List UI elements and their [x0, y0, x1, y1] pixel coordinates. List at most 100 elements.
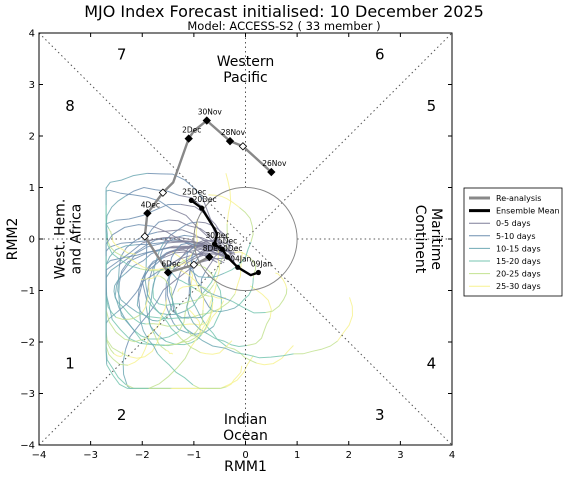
region-label: Indian Ocean — [223, 412, 268, 444]
ensemble-mean-date-label: 15Dec — [213, 236, 237, 245]
member-line — [105, 264, 120, 297]
reanalysis-date-label: 4Dec — [141, 200, 160, 209]
x-tick-label: −4 — [32, 450, 47, 461]
reanalysis-marker — [238, 142, 248, 151]
reanalysis-date-label: 2Dec — [182, 126, 201, 135]
region-label-line: Pacific — [223, 70, 268, 86]
member-line — [136, 297, 158, 322]
phase-label: 6 — [375, 46, 385, 64]
member-line — [166, 349, 174, 355]
chart-axes: −4 −3 −2 −1 0 1 2 3 4 −4 −3 −2 −1 0 1 2 3 4 RMM1 RMM2 — [5, 29, 455, 476]
member-line — [138, 257, 161, 309]
phase-label: 2 — [117, 406, 127, 424]
member-line — [148, 236, 218, 255]
member-line — [133, 329, 180, 340]
member-line — [110, 247, 171, 261]
member-line — [201, 295, 214, 318]
member-line — [105, 295, 108, 365]
member-line — [131, 259, 168, 271]
region-label-line: Western — [217, 54, 274, 70]
member-line — [189, 252, 201, 288]
x-tick-label: 2 — [346, 450, 352, 461]
chart-title: MJO Index Forecast initialised: 10 Decem… — [84, 2, 484, 21]
member-line — [234, 251, 251, 258]
member-line — [189, 293, 236, 319]
region-label-line: Indian — [224, 412, 267, 428]
member-line — [115, 312, 143, 320]
ensemble-mean-marker — [224, 254, 231, 260]
reanalysis-marker — [163, 268, 173, 277]
member-line — [128, 332, 162, 359]
member-line — [176, 333, 201, 353]
region-label-line: West. Hem. — [52, 199, 68, 280]
member-line — [275, 272, 288, 289]
member-line — [239, 277, 254, 305]
legend-label: 20-25 days — [496, 270, 541, 279]
ensemble-mean-date-label: 30Dec — [205, 231, 229, 240]
ensemble-member-lines — [105, 172, 354, 389]
phase-label: 7 — [117, 46, 127, 64]
reanalysis-date-label: 30Nov — [198, 108, 223, 117]
reanalysis-marker — [225, 136, 235, 146]
member-line — [192, 271, 225, 279]
member-line — [256, 345, 294, 366]
member-line — [125, 384, 171, 389]
phase-label: 4 — [427, 355, 437, 373]
ensemble-mean-marker — [219, 246, 225, 252]
x-tick-label: −1 — [187, 450, 202, 461]
chart-marks: 26Nov 28Nov 30Nov 2Dec 4Dec 6Dec 8Dec 25Dec20De… — [140, 108, 287, 277]
legend-label: 10-15 days — [496, 244, 541, 253]
member-line — [113, 351, 124, 358]
region-label: MaritimeContinent — [412, 205, 444, 274]
x-axis-label: RMM1 — [224, 459, 267, 475]
reanalysis-marker — [184, 134, 193, 143]
member-line — [105, 219, 116, 256]
member-line — [176, 278, 196, 290]
member-line — [106, 364, 149, 389]
phase-label: 8 — [65, 97, 75, 115]
ensemble-mean-marker — [199, 205, 205, 211]
member-line — [106, 239, 132, 261]
member-line — [188, 309, 201, 332]
member-line — [163, 221, 199, 243]
member-line — [117, 267, 138, 313]
ensemble-mean-date-label: 25Dec — [182, 187, 206, 196]
member-line — [250, 285, 272, 318]
reanalysis-marker — [140, 232, 149, 241]
member-line — [144, 257, 152, 302]
reanalysis-marker — [267, 167, 276, 177]
member-line — [166, 265, 176, 311]
ensemble-mean-marker — [211, 241, 218, 247]
member-line — [105, 309, 146, 343]
member-line — [337, 297, 354, 342]
member-line — [105, 205, 110, 230]
member-line — [205, 300, 225, 329]
member-line — [179, 253, 230, 273]
member-line — [196, 284, 212, 296]
member-line — [192, 384, 227, 389]
member-line — [190, 248, 198, 282]
member-line — [196, 280, 233, 302]
member-line — [180, 203, 232, 249]
reanalysis-date-label: 8Dec — [203, 244, 222, 253]
reanalysis-marker — [189, 260, 199, 269]
member-line — [118, 237, 169, 266]
diagonal-line — [38, 32, 453, 446]
legend-label: Re-analysis — [496, 194, 541, 203]
ensemble-mean-line — [190, 199, 259, 277]
ensemble-mean-marker — [188, 197, 194, 203]
member-line — [190, 301, 214, 348]
member-line — [177, 284, 198, 292]
member-line — [105, 189, 110, 206]
ensemble-mean-date-label: 09Jan — [251, 259, 272, 268]
legend-label: 5-10 days — [496, 232, 536, 241]
member-line — [125, 186, 180, 197]
phase-label: 1 — [65, 355, 75, 373]
reanalysis-date-label: 6Dec — [161, 259, 180, 268]
legend-label: 0-5 days — [496, 219, 531, 228]
reanalysis-date-label: 26Nov — [262, 159, 287, 168]
member-line — [145, 219, 169, 258]
legend-box — [463, 187, 563, 297]
y-tick-label: −2 — [20, 338, 35, 349]
member-line — [231, 300, 266, 314]
